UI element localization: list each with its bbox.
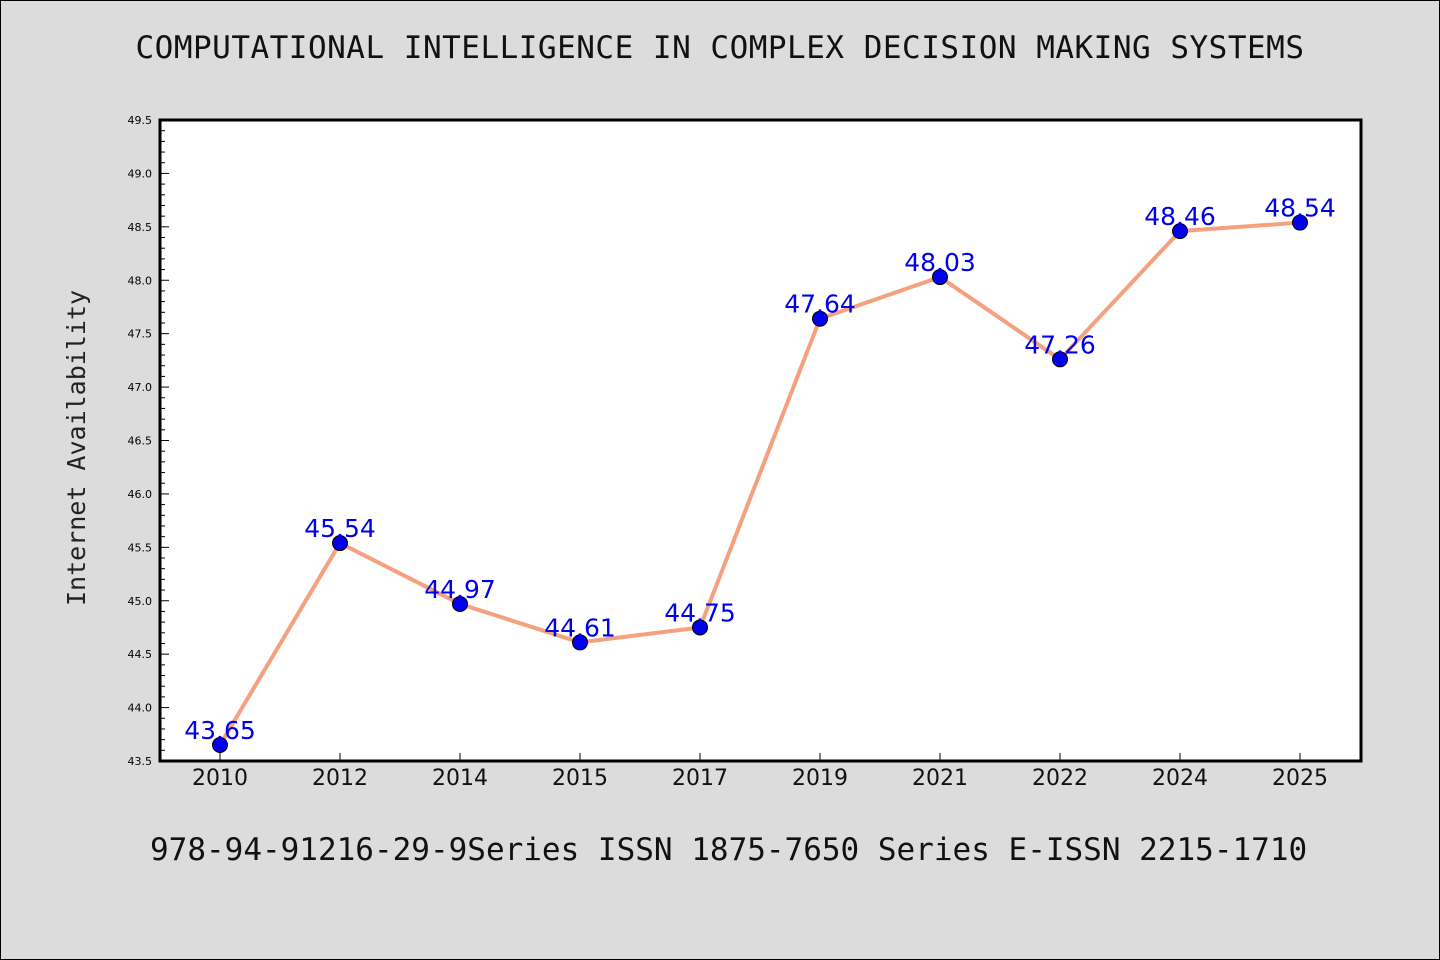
data-label: 44.97: [424, 575, 496, 604]
y-tick-label: 46.5: [128, 435, 153, 448]
x-tick-label: 2010: [192, 766, 248, 791]
y-axis-label: Internet Availability: [62, 290, 91, 606]
data-point: [452, 595, 468, 612]
data-label: 43.65: [184, 716, 256, 745]
y-tick-label: 47.0: [128, 381, 153, 394]
series-group: 43.65 45.54 44.97 44.61 44.75 47.64 48.03 47.26…: [184, 194, 1336, 753]
data-point: [1172, 223, 1188, 240]
y-tick-label: 46.0: [128, 488, 153, 501]
data-point: [572, 634, 588, 651]
y-axis: 43.5 44.0 44.5 45.0 45.5 46.0 46.5 47.0 47.5 48.0…: [128, 114, 169, 768]
data-point: [812, 310, 828, 327]
x-tick-label: 2019: [792, 766, 848, 791]
data-label: 47.64: [784, 290, 856, 319]
y-tick-label: 49.0: [128, 167, 153, 180]
y-tick-label: 43.5: [128, 755, 153, 768]
y-tick-label: 45.5: [128, 541, 153, 554]
y-tick-label: 44.5: [128, 648, 153, 661]
data-label: 45.54: [304, 514, 376, 543]
x-tick-label: 2024: [1152, 766, 1208, 791]
x-tick-label: 2012: [312, 766, 368, 791]
data-point: [212, 736, 228, 753]
plot-area: [158, 118, 1363, 763]
y-tick-label: 45.0: [128, 595, 153, 608]
data-label: 44.75: [664, 598, 736, 627]
y-tick-label: 44.0: [128, 702, 153, 715]
data-label: 44.61: [544, 613, 616, 642]
data-point: [332, 535, 348, 552]
series-line: [218, 220, 1301, 746]
footer-text: 978-94-91216-29-9Series ISSN 1875-7650 S…: [150, 832, 1308, 868]
x-axis: 2010 2012 2014 2015 2017 2019 2021 2022 2024 2025: [192, 753, 1328, 791]
data-label: 47.26: [1024, 330, 1096, 359]
data-point: [692, 619, 708, 636]
x-tick-label: 2014: [432, 766, 488, 791]
data-point: [1052, 351, 1068, 368]
x-tick-label: 2025: [1272, 766, 1328, 791]
x-tick-label: 2015: [552, 766, 608, 791]
data-label: 48.03: [904, 248, 976, 277]
data-label: 48.54: [1264, 194, 1336, 223]
data-label: 48.46: [1144, 202, 1216, 231]
chart-title: COMPUTATIONAL INTELLIGENCE IN COMPLEX DE…: [135, 30, 1305, 66]
data-point: [1292, 214, 1308, 231]
x-tick-label: 2022: [1032, 766, 1088, 791]
y-tick-label: 48.5: [128, 221, 153, 234]
data-point: [932, 269, 948, 286]
y-tick-label: 48.0: [128, 274, 153, 287]
x-tick-label: 2017: [672, 766, 728, 791]
y-tick-label: 47.5: [128, 328, 153, 341]
y-tick-label: 49.5: [128, 114, 153, 127]
x-tick-label: 2021: [912, 766, 968, 791]
